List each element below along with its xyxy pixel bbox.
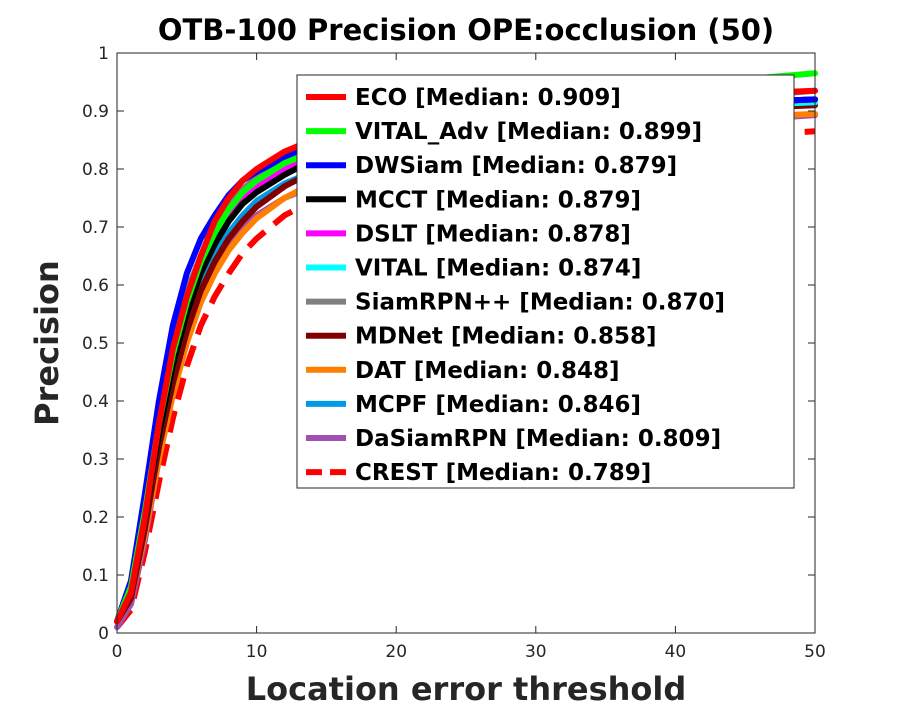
x-axis-label: Location error threshold	[246, 670, 687, 708]
legend: ECO [Median: 0.909] VITAL_Adv [Median: 0.…	[296, 74, 795, 489]
y-tick-label: 0.4	[82, 392, 109, 412]
legend-label-7: MDNet [Median: 0.858]	[355, 324, 657, 350]
legend-label-10: DaSiamRPN [Median: 0.809]	[355, 426, 721, 452]
x-tick-label: 50	[804, 642, 826, 662]
y-tick-label: 0.5	[82, 334, 109, 354]
legend-label-0: ECO [Median: 0.909]	[355, 85, 621, 111]
x-tick-label: 30	[525, 642, 547, 662]
legend-label-6: SiamRPN++ [Median: 0.870]	[355, 290, 725, 316]
legend-label-1: VITAL_Adv [Median: 0.899]	[355, 119, 702, 145]
legend-label-4: DSLT [Median: 0.878]	[355, 221, 631, 247]
y-tick-label: 0.2	[82, 508, 109, 528]
legend-label-9: MCPF [Median: 0.846]	[355, 392, 641, 418]
y-tick-label: 0.3	[82, 450, 109, 470]
y-tick-label: 0.8	[82, 160, 109, 180]
legend-box	[296, 74, 795, 489]
x-tick-label: 40	[665, 642, 687, 662]
chart-title: OTB-100 Precision OPE:occlusion (50)	[158, 13, 774, 47]
y-tick-label: 0.6	[82, 276, 109, 296]
legend-label-11: CREST [Median: 0.789]	[355, 460, 651, 486]
x-tick-label: 10	[246, 642, 268, 662]
tick-layer: 0 10 20 30 40 50 0 0.1 0.2 0.3 0.4 0.5 0.6 0.7 0.8 0.9 1	[82, 44, 826, 662]
y-tick-label: 0.1	[82, 566, 109, 586]
y-tick-label: 0.7	[82, 218, 109, 238]
legend-label-5: VITAL [Median: 0.874]	[355, 256, 641, 282]
legend-label-2: DWSiam [Median: 0.879]	[355, 153, 677, 179]
x-tick-label: 0	[112, 642, 123, 662]
y-tick-label: 0	[98, 624, 109, 644]
y-tick-label: 1	[98, 44, 109, 64]
legend-label-3: MCCT [Median: 0.879]	[355, 187, 641, 213]
y-tick-label: 0.9	[82, 102, 109, 122]
x-tick-label: 20	[385, 642, 407, 662]
y-axis-label: Precision	[28, 260, 66, 426]
legend-items: ECO [Median: 0.909] VITAL_Adv [Median: 0.…	[306, 85, 725, 486]
legend-label-8: DAT [Median: 0.848]	[355, 358, 620, 384]
